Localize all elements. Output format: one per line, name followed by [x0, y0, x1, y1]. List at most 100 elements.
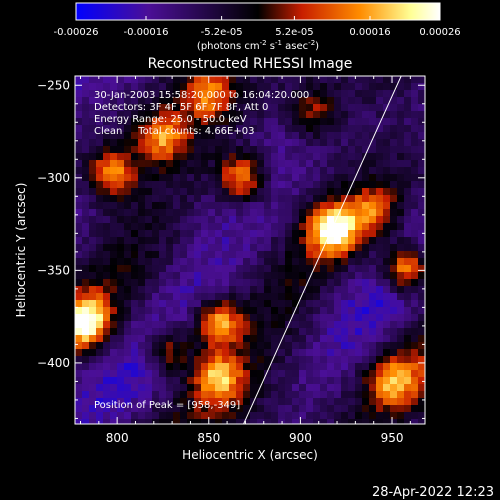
heatmap-cell [355, 132, 362, 139]
heatmap-cell [362, 293, 369, 300]
heatmap-cell [404, 125, 411, 132]
heatmap-cell [299, 265, 306, 272]
heatmap-cell [159, 111, 166, 118]
heatmap-cell [327, 237, 334, 244]
heatmap-cell [187, 328, 194, 335]
heatmap-cell [334, 377, 341, 384]
heatmap-cell [180, 286, 187, 293]
heatmap-cell [187, 202, 194, 209]
heatmap-cell [404, 111, 411, 118]
heatmap-cell [285, 370, 292, 377]
heatmap-cell [383, 118, 390, 125]
heatmap-cell [82, 83, 89, 90]
heatmap-cell [264, 377, 271, 384]
heatmap-cell [236, 251, 243, 258]
heatmap-cell [292, 160, 299, 167]
heatmap-cell [355, 76, 362, 83]
x-tick-label: 900 [289, 431, 312, 445]
heatmap-cell [89, 209, 96, 216]
heatmap-cell [152, 300, 159, 307]
heatmap-cell [348, 300, 355, 307]
heatmap-cell [376, 391, 383, 398]
heatmap-cell [194, 384, 201, 391]
heatmap-cell [75, 391, 82, 398]
heatmap-cell [243, 244, 250, 251]
heatmap-cell [96, 265, 103, 272]
heatmap-cell [355, 384, 362, 391]
heatmap-cell [159, 265, 166, 272]
heatmap-cell [75, 111, 82, 118]
heatmap-cell [201, 370, 208, 377]
heatmap-cell [411, 118, 418, 125]
heatmap-cell [404, 328, 411, 335]
heatmap-cell [96, 377, 103, 384]
heatmap-cell [285, 405, 292, 412]
heatmap-cell [208, 321, 215, 328]
heatmap-cell [292, 279, 299, 286]
heatmap-cell [110, 405, 117, 412]
heatmap-cell [383, 251, 390, 258]
heatmap-cell [362, 195, 369, 202]
heatmap-cell [222, 160, 229, 167]
heatmap-cell [180, 209, 187, 216]
heatmap-cell [131, 384, 138, 391]
heatmap-cell [383, 398, 390, 405]
heatmap-cell [103, 356, 110, 363]
heatmap-cell [124, 97, 131, 104]
heatmap-cell [243, 391, 250, 398]
heatmap-cell [131, 349, 138, 356]
heatmap-cell [390, 111, 397, 118]
heatmap-cell [82, 181, 89, 188]
heatmap-cell [397, 97, 404, 104]
heatmap-cell [320, 230, 327, 237]
heatmap-cell [327, 321, 334, 328]
heatmap-cell [250, 335, 257, 342]
heatmap-cell [278, 76, 285, 83]
heatmap-cell [292, 118, 299, 125]
heatmap-cell [138, 244, 145, 251]
heatmap-cell [257, 195, 264, 202]
heatmap-cell [348, 202, 355, 209]
heatmap-cell [327, 97, 334, 104]
heatmap-cell [341, 272, 348, 279]
heatmap-cell [327, 342, 334, 349]
heatmap-cell [159, 286, 166, 293]
heatmap-cell [152, 293, 159, 300]
heatmap-cell [82, 160, 89, 167]
heatmap-cell [201, 335, 208, 342]
heatmap-cell [264, 258, 271, 265]
heatmap-cell [194, 300, 201, 307]
heatmap-cell [208, 384, 215, 391]
heatmap-cell [187, 279, 194, 286]
heatmap-cell [348, 342, 355, 349]
heatmap-cell [250, 244, 257, 251]
heatmap-cell [383, 391, 390, 398]
heatmap-cell [138, 223, 145, 230]
heatmap-cell [369, 195, 376, 202]
heatmap-cell [82, 167, 89, 174]
heatmap-cell [166, 384, 173, 391]
heatmap-cell [418, 342, 425, 349]
heatmap-cell [131, 202, 138, 209]
heatmap-cell [264, 265, 271, 272]
heatmap-cell [117, 300, 124, 307]
heatmap-cell [362, 202, 369, 209]
heatmap-cell [397, 307, 404, 314]
heatmap-cell [376, 146, 383, 153]
heatmap-cell [187, 258, 194, 265]
heatmap-cell [404, 335, 411, 342]
heatmap-cell [299, 258, 306, 265]
heatmap-cell [215, 321, 222, 328]
heatmap-cell [250, 307, 257, 314]
heatmap-cell [194, 202, 201, 209]
heatmap-cell [376, 132, 383, 139]
heatmap-cell [110, 237, 117, 244]
heatmap-cell [299, 321, 306, 328]
heatmap-cell [278, 349, 285, 356]
heatmap-cell [201, 188, 208, 195]
heatmap-cell [82, 377, 89, 384]
heatmap-cell [250, 97, 257, 104]
heatmap-cell [138, 118, 145, 125]
heatmap-cell [355, 314, 362, 321]
heatmap-cell [166, 419, 173, 424]
